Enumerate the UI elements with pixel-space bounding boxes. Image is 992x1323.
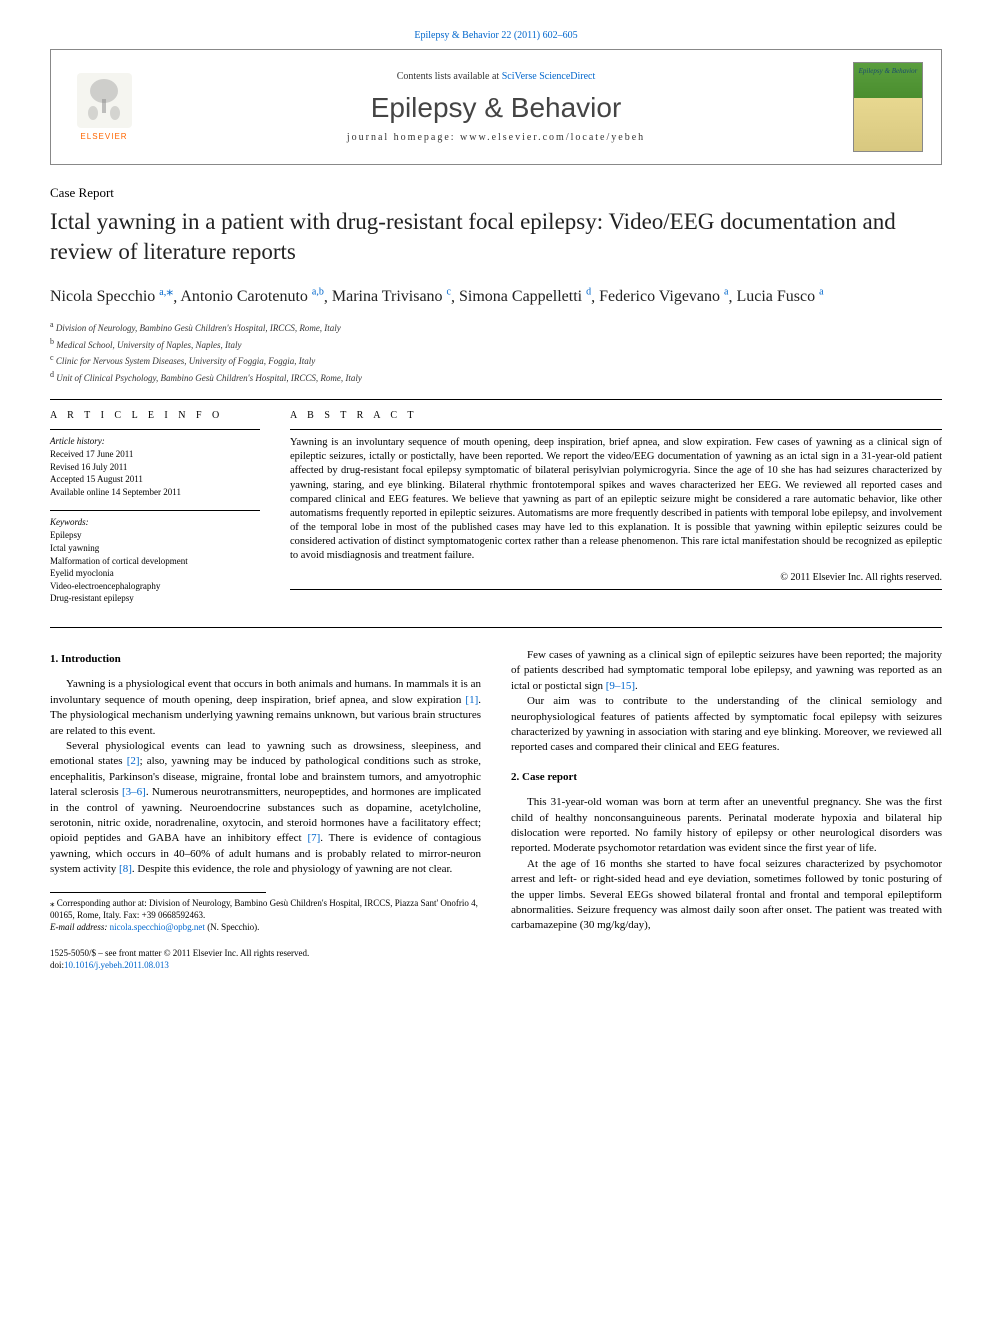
section-heading-intro: 1. Introduction [50,652,481,667]
front-matter-info: 1525-5050/$ – see front matter © 2011 El… [50,947,481,971]
rule [50,399,942,400]
footnote-rule [50,892,266,893]
sciencedirect-link[interactable]: SciVerse ScienceDirect [502,71,596,82]
abstract-heading: A B S T R A C T [290,410,942,421]
doi-link[interactable]: 10.1016/j.yebeh.2011.08.013 [64,960,169,970]
author: Federico Vigevano a [599,288,728,305]
rule [50,510,260,511]
affiliation: a Division of Neurology, Bambino Gesù Ch… [50,319,942,336]
article-info-heading: A R T I C L E I N F O [50,410,260,421]
elsevier-tree-icon [77,73,132,128]
elsevier-logo: ELSEVIER [69,67,139,147]
history-lines: Received 17 June 2011Revised 16 July 201… [50,448,260,498]
corr-text: ⁎ Corresponding author at: Division of N… [50,897,481,921]
affiliation: c Clinic for Nervous System Diseases, Un… [50,352,942,369]
author: Nicola Specchio a,⁎ [50,288,173,305]
article-title: Ictal yawning in a patient with drug-res… [50,207,942,267]
journal-homepage: journal homepage: www.elsevier.com/locat… [139,132,853,143]
author: Simona Cappelletti d [459,288,591,305]
history-line: Revised 16 July 2011 [50,461,260,474]
homepage-prefix: journal homepage: [347,132,460,143]
citation-ref[interactable]: [7] [307,832,320,844]
citation-ref[interactable]: [1] [465,694,478,706]
citation-ref[interactable]: [8] [119,863,132,875]
contents-available: Contents lists available at SciVerse Sci… [139,71,853,82]
keyword-lines: EpilepsyIctal yawningMalformation of cor… [50,529,260,605]
email-link[interactable]: nicola.specchio@opbg.net [110,922,205,932]
homepage-url: www.elsevier.com/locate/yebeh [460,132,645,143]
rule [50,429,260,430]
keyword: Eyelid myoclonia [50,567,260,580]
body-para: Our aim was to contribute to the underst… [511,694,942,756]
abstract-text: Yawning is an involuntary sequence of mo… [290,436,942,564]
body-column-left: 1. Introduction Yawning is a physiologic… [50,648,481,971]
body-columns: 1. Introduction Yawning is a physiologic… [50,648,942,971]
citation-ref[interactable]: [9–15] [606,680,635,692]
author: Antonio Carotenuto a,b [180,288,324,305]
email-who: (N. Specchio). [207,922,259,932]
keywords-block: Keywords: EpilepsyIctal yawningMalformat… [50,517,260,605]
body-para: At the age of 16 months she started to h… [511,857,942,934]
body-para: Few cases of yawning as a clinical sign … [511,648,942,694]
author-list: Nicola Specchio a,⁎, Antonio Carotenuto … [50,281,942,309]
rule [290,589,942,590]
affiliation: d Unit of Clinical Psychology, Bambino G… [50,369,942,386]
journal-cover-thumbnail: Epilepsy & Behavior [853,62,923,152]
article-type: Case Report [50,185,942,201]
email-label: E-mail address: [50,922,107,932]
keywords-label: Keywords: [50,517,260,527]
article-info: A R T I C L E I N F O Article history: R… [50,410,260,617]
body-para: Yawning is a physiological event that oc… [50,677,481,739]
journal-header: ELSEVIER Contents lists available at Sci… [50,49,942,165]
keyword: Drug-resistant epilepsy [50,592,260,605]
history-line: Available online 14 September 2011 [50,486,260,499]
author: Marina Trivisano c [332,288,451,305]
copyright: © 2011 Elsevier Inc. All rights reserved… [290,572,942,583]
rule [50,627,942,628]
citation-link: Epilepsy & Behavior 22 (2011) 602–605 [50,30,942,41]
keyword: Video-electroencephalography [50,580,260,593]
article-history: Article history: Received 17 June 2011Re… [50,436,260,498]
keyword: Malformation of cortical development [50,555,260,568]
journal-title: Epilepsy & Behavior [139,92,853,124]
citation-ref[interactable]: [2] [127,755,140,767]
info-abstract-row: A R T I C L E I N F O Article history: R… [50,410,942,617]
citation-anchor[interactable]: Epilepsy & Behavior 22 (2011) 602–605 [414,30,577,41]
rule [290,429,942,430]
affiliation: b Medical School, University of Naples, … [50,336,942,353]
citation-ref[interactable]: [3–6] [122,786,146,798]
history-line: Received 17 June 2011 [50,448,260,461]
history-line: Accepted 15 August 2011 [50,473,260,486]
abstract-column: A B S T R A C T Yawning is an involuntar… [290,410,942,617]
body-para: Several physiological events can lead to… [50,739,481,878]
elsevier-label: ELSEVIER [80,132,127,141]
header-center: Contents lists available at SciVerse Sci… [139,71,853,143]
contents-prefix: Contents lists available at [397,71,502,82]
corresponding-author: ⁎ Corresponding author at: Division of N… [50,897,481,933]
corr-email: E-mail address: nicola.specchio@opbg.net… [50,921,481,933]
front-matter-text: 1525-5050/$ – see front matter © 2011 El… [50,947,481,959]
author: Lucia Fusco a [736,288,823,305]
doi-label: doi: [50,960,64,970]
keyword: Epilepsy [50,529,260,542]
body-para: This 31-year-old woman was born at term … [511,795,942,857]
cover-title: Epilepsy & Behavior [858,67,918,75]
body-column-right: Few cases of yawning as a clinical sign … [511,648,942,971]
history-label: Article history: [50,436,260,446]
keyword: Ictal yawning [50,542,260,555]
section-heading-case: 2. Case report [511,770,942,785]
affiliations: a Division of Neurology, Bambino Gesù Ch… [50,319,942,385]
doi-line: doi:10.1016/j.yebeh.2011.08.013 [50,959,481,971]
